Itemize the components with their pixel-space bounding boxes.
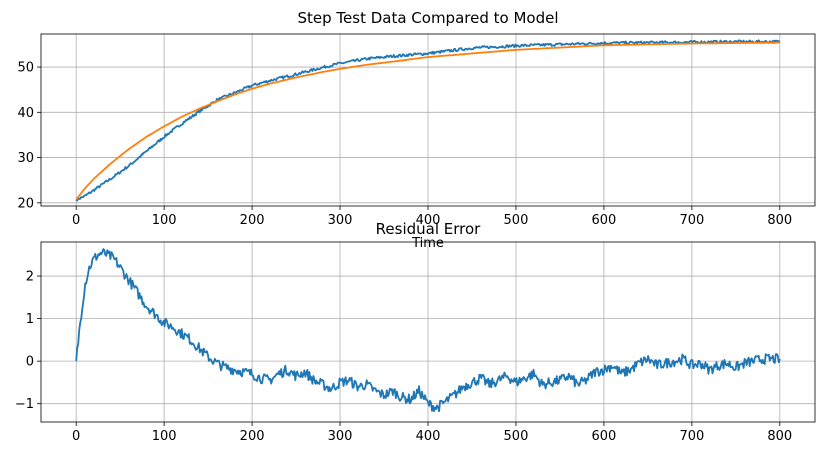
bottom-series-residual — [75, 248, 781, 413]
top-xtick-label: 200 — [240, 213, 265, 228]
top-plot-xlabel: Time — [411, 236, 444, 251]
top-xtick-label: 700 — [679, 213, 704, 228]
top-xtick-label: 100 — [152, 213, 177, 228]
bottom-xtick-label: 300 — [328, 429, 353, 444]
top-ytick-label: 40 — [17, 106, 34, 121]
bottom-xtick-label: 600 — [591, 429, 616, 444]
bottom-xtick-label: 700 — [679, 429, 704, 444]
top-xtick-label: 500 — [504, 213, 529, 228]
bottom-plot: Residual Error 0 100 200 300 400 500 600 700 800… — [15, 220, 816, 444]
top-xtick-label: 800 — [767, 213, 792, 228]
top-plot: Step Test Data Compared to Model 0 100 200… — [17, 9, 816, 251]
top-ytick-label: 30 — [17, 151, 34, 166]
bottom-xtick-label: 200 — [240, 429, 265, 444]
top-xtick-label: 600 — [591, 213, 616, 228]
top-plot-title: Step Test Data Compared to Model — [297, 9, 558, 27]
bottom-xtick-label: 800 — [767, 429, 792, 444]
top-ytick-label: 50 — [17, 61, 34, 76]
bottom-plot-title: Residual Error — [376, 220, 482, 238]
bottom-xtick-label: 400 — [416, 429, 441, 444]
top-series-data — [75, 39, 781, 202]
top-xtick-label: 300 — [328, 213, 353, 228]
top-ytick-label: 20 — [17, 196, 34, 211]
bottom-xtick-label: 0 — [72, 429, 80, 444]
top-series-model — [75, 41, 780, 201]
bottom-xtick-label: 100 — [152, 429, 177, 444]
bottom-ytick-label: 2 — [26, 270, 34, 285]
top-xtick-label: 0 — [72, 213, 80, 228]
bottom-xtick-label: 500 — [504, 429, 529, 444]
top-xtick-label: 400 — [416, 213, 441, 228]
bottom-ytick-label: 0 — [26, 355, 34, 370]
bottom-ytick-label: −1 — [15, 397, 34, 412]
bottom-ytick-label: 1 — [26, 312, 34, 327]
